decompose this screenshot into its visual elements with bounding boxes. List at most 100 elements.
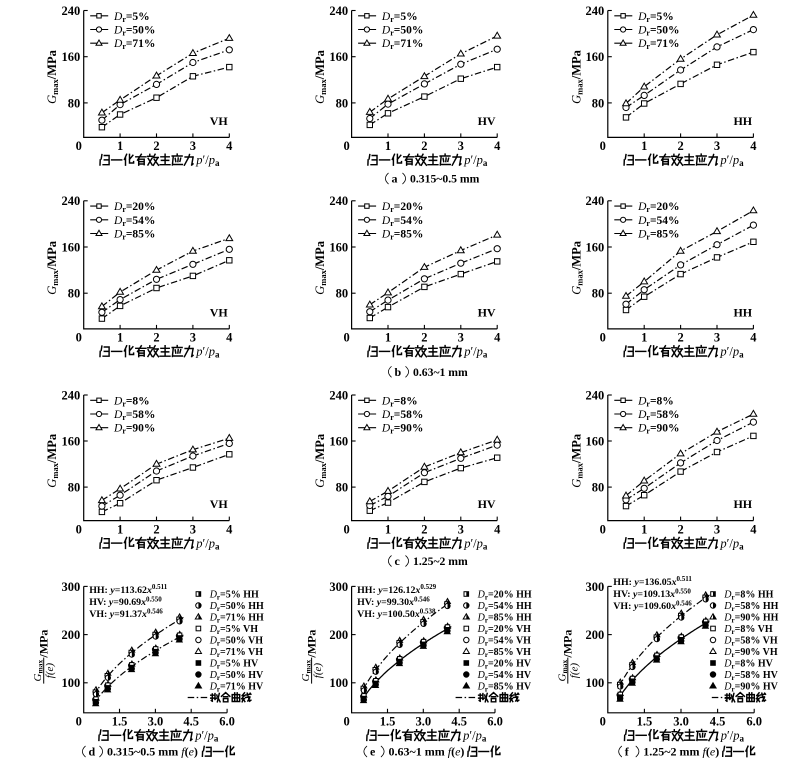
svg-text:1.5: 1.5 [637, 715, 653, 729]
svg-text:p′/pa: p′/pa [195, 536, 220, 551]
svg-text:f(e): f(e) [568, 663, 580, 679]
svg-text:2: 2 [153, 139, 159, 153]
svg-text:4: 4 [226, 331, 233, 345]
svg-text:1: 1 [385, 331, 391, 345]
svg-text:1: 1 [385, 522, 391, 536]
svg-text:Dr=58%: Dr=58% [381, 409, 423, 422]
svg-text:4: 4 [226, 139, 233, 153]
svg-text:0: 0 [76, 522, 82, 536]
svg-text:3: 3 [714, 331, 720, 345]
svg-text:HH: y=136.05x0.511: HH: y=136.05x0.511 [613, 575, 692, 588]
svg-text:Gmax/MPa: Gmax/MPa [313, 433, 328, 488]
svg-text:Dr=58% HH: Dr=58% HH [723, 601, 778, 613]
svg-text:VH: y=100.50x0.538: VH: y=100.50x0.538 [357, 607, 436, 620]
svg-text:Dr=58%: Dr=58% [113, 409, 155, 422]
svg-text:240: 240 [329, 4, 348, 18]
svg-text:160: 160 [586, 434, 605, 448]
svg-text:3: 3 [190, 139, 196, 153]
svg-text:3.0: 3.0 [415, 715, 431, 729]
svg-text:3.0: 3.0 [148, 715, 164, 729]
svg-text:Dr=50% HV: Dr=50% HV [209, 670, 264, 682]
svg-text:6.0: 6.0 [746, 715, 762, 729]
svg-text:Dr=5%: Dr=5% [113, 11, 150, 24]
svg-text:Dr=54% HH: Dr=54% HH [477, 601, 532, 613]
svg-text:Dr=5%: Dr=5% [381, 11, 418, 24]
svg-text:2: 2 [153, 522, 159, 536]
svg-text:f(e): f(e) [312, 663, 324, 679]
svg-text:160: 160 [586, 240, 605, 254]
svg-text:Dr=71%: Dr=71% [381, 38, 423, 51]
svg-text:c: c [395, 554, 401, 568]
svg-text:1: 1 [641, 331, 647, 345]
svg-text:Dr=85% VH: Dr=85% VH [477, 647, 532, 659]
svg-text:Dr=20% VH: Dr=20% VH [477, 624, 532, 636]
svg-text:b: b [395, 365, 402, 379]
svg-text:0.63~1 mm f(e): 0.63~1 mm f(e) [389, 745, 465, 759]
svg-text:1.25~2 mm: 1.25~2 mm [413, 555, 468, 568]
svg-text:/MPa: /MPa [304, 630, 318, 659]
svg-text:80: 80 [592, 481, 605, 495]
svg-text:1: 1 [117, 331, 123, 345]
svg-text:Dr=20% HV: Dr=20% HV [477, 659, 532, 671]
svg-text:Gmax/MPa: Gmax/MPa [569, 49, 584, 104]
svg-text:p′/pa: p′/pa [195, 345, 220, 360]
svg-text:Dr=90%: Dr=90% [381, 423, 423, 436]
svg-text:100: 100 [586, 676, 605, 690]
svg-text:1: 1 [117, 522, 123, 536]
svg-text:200: 200 [61, 628, 80, 642]
svg-text:Dr=20%: Dr=20% [637, 201, 679, 214]
svg-text:p′/pa: p′/pa [463, 153, 488, 168]
svg-text:240: 240 [61, 4, 80, 18]
svg-text:2: 2 [153, 331, 159, 345]
svg-text:4.5: 4.5 [183, 715, 199, 729]
svg-text:4.5: 4.5 [451, 715, 467, 729]
svg-text:160: 160 [61, 50, 80, 64]
svg-text:2: 2 [677, 139, 683, 153]
svg-text:Dr=85% HV: Dr=85% HV [477, 682, 532, 694]
svg-text:240: 240 [329, 388, 348, 402]
svg-text:160: 160 [61, 434, 80, 448]
svg-text:4.5: 4.5 [710, 715, 726, 729]
svg-text:3: 3 [458, 139, 464, 153]
svg-text:2: 2 [421, 139, 427, 153]
svg-text:3: 3 [190, 331, 196, 345]
svg-text:Dr=54%: Dr=54% [113, 215, 155, 228]
svg-text:Gmax/MPa: Gmax/MPa [569, 240, 584, 295]
svg-text:3: 3 [458, 331, 464, 345]
svg-text:1.5: 1.5 [112, 715, 128, 729]
svg-text:0: 0 [600, 331, 606, 345]
svg-text:p′/pa: p′/pa [719, 345, 744, 360]
svg-text:Dr=54% VH: Dr=54% VH [477, 636, 532, 648]
svg-text:4: 4 [226, 522, 233, 536]
svg-text:Gmax/MPa: Gmax/MPa [569, 433, 584, 488]
svg-text:HH: y=113.62x0.511: HH: y=113.62x0.511 [89, 583, 168, 596]
svg-text:3: 3 [190, 522, 196, 536]
svg-text:Dr=5% HV: Dr=5% HV [209, 659, 259, 671]
svg-text:4: 4 [750, 139, 757, 153]
svg-text:0: 0 [343, 715, 349, 729]
svg-text:0.315~0.5 mm: 0.315~0.5 mm [410, 173, 480, 186]
svg-text:Dr=58%: Dr=58% [637, 409, 679, 422]
svg-text:4: 4 [494, 522, 501, 536]
svg-text:Gmax: Gmax [32, 660, 45, 682]
svg-text:Dr=90% HV: Dr=90% HV [723, 682, 778, 694]
svg-text:Dr=8% HV: Dr=8% HV [723, 659, 773, 671]
svg-text:HV: y=109.13x0.550: HV: y=109.13x0.550 [613, 587, 691, 600]
svg-text:HH: HH [733, 305, 752, 319]
svg-text:0: 0 [76, 331, 82, 345]
svg-text:80: 80 [68, 96, 81, 110]
svg-text:0: 0 [343, 522, 349, 536]
svg-text:Dr=71% HV: Dr=71% HV [209, 682, 264, 694]
svg-text:Dr=50%: Dr=50% [381, 25, 423, 38]
svg-text:Dr=50%: Dr=50% [113, 25, 155, 38]
svg-text:HV: HV [478, 305, 496, 319]
svg-text:VH: y=109.60x0.546: VH: y=109.60x0.546 [613, 599, 692, 612]
svg-text:6.0: 6.0 [487, 715, 503, 729]
svg-text:Dr=50%: Dr=50% [637, 25, 679, 38]
svg-text:300: 300 [61, 580, 80, 594]
svg-text:1.25~2 mm f(e): 1.25~2 mm f(e) [643, 745, 719, 759]
svg-text:1: 1 [385, 139, 391, 153]
svg-text:HV: HV [478, 497, 496, 511]
svg-text:d: d [89, 745, 96, 759]
svg-text:Gmax: Gmax [300, 660, 313, 682]
